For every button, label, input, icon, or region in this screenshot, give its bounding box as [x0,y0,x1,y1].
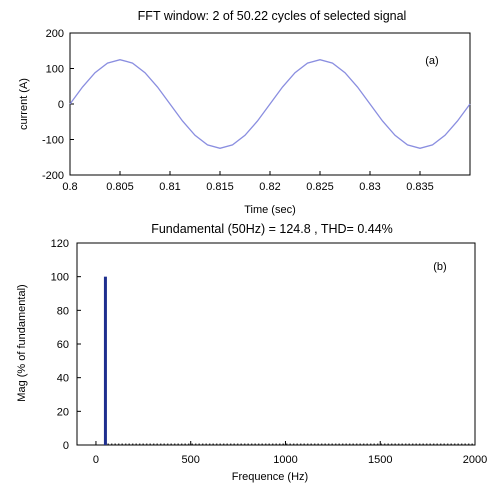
panel-b-y-tick-label: 20 [57,406,69,418]
panel-b-title: Fundamental (50Hz) = 124.8 , THD= 0.44% [151,222,393,236]
panel-a-x-tick-label: 0.81 [159,181,180,193]
panel-b-xlabel: Frequence (Hz) [232,471,308,483]
panel-a-x-tick-label: 0.82 [259,181,280,193]
panel-a-ylabel: current (A) [18,78,30,130]
panel-b: Fundamental (50Hz) = 124.8 , THD= 0.44% … [16,222,487,483]
panel-b-label: (b) [433,261,446,273]
panel-b-bars [103,276,107,445]
panel-a-label: (a) [425,55,438,67]
panel-b-x-tick-label: 1000 [273,454,297,466]
panel-b-plot-area [76,242,476,446]
panel-b-y-tick-label: 100 [51,272,69,284]
panel-b-y-tick-label: 80 [57,305,69,317]
panel-a-x-tick-label: 0.825 [306,181,334,193]
panel-b-y-tick-label: 120 [51,238,69,250]
panel-b-y-tick-label: 60 [57,339,69,351]
panel-a-x-tick-label: 0.835 [406,181,434,193]
panel-a-y-tick-label: -100 [42,135,64,147]
panel-b-x-tick-label: 1500 [368,454,392,466]
panel-a-y-tick-label: 100 [46,64,64,76]
panel-a-x-ticks: 0.8 0.805 0.81 0.815 0.82 0.825 0.83 0.835 [62,171,434,193]
panel-a-x-tick-label: 0.83 [359,181,380,193]
panel-b-ylabel: Mag (% of fundamental) [16,284,28,401]
panel-b-x-tick-label: 0 [93,454,99,466]
panel-a-y-tick-label: -200 [42,170,64,182]
panel-a-y-tick-label: 0 [58,99,64,111]
panel-b-x-tick-label: 2000 [463,454,487,466]
panel-b-x-tick-label: 500 [182,454,200,466]
panel-b-x-ticks: 0 500 1000 1500 2000 [93,441,487,466]
panel-a-xlabel: Time (sec) [244,204,296,216]
panel-a-x-tick-label: 0.805 [106,181,134,193]
panel-a: FFT window: 2 of 50.22 cycles of selecte… [18,9,471,216]
panel-a-x-tick-label: 0.8 [62,181,77,193]
panel-b-y-tick-label: 0 [63,440,69,452]
harmonic-bar [103,276,107,445]
panel-b-y-ticks: 120 100 80 60 40 20 0 [51,238,81,452]
panel-b-y-tick-label: 40 [57,373,69,385]
panel-a-y-tick-label: 200 [46,28,64,40]
panel-a-title: FFT window: 2 of 50.22 cycles of selecte… [138,9,407,23]
panel-a-y-ticks: 200 100 0 -100 -200 [42,28,74,182]
panel-a-x-tick-label: 0.815 [206,181,234,193]
current-waveform-line [69,59,471,149]
